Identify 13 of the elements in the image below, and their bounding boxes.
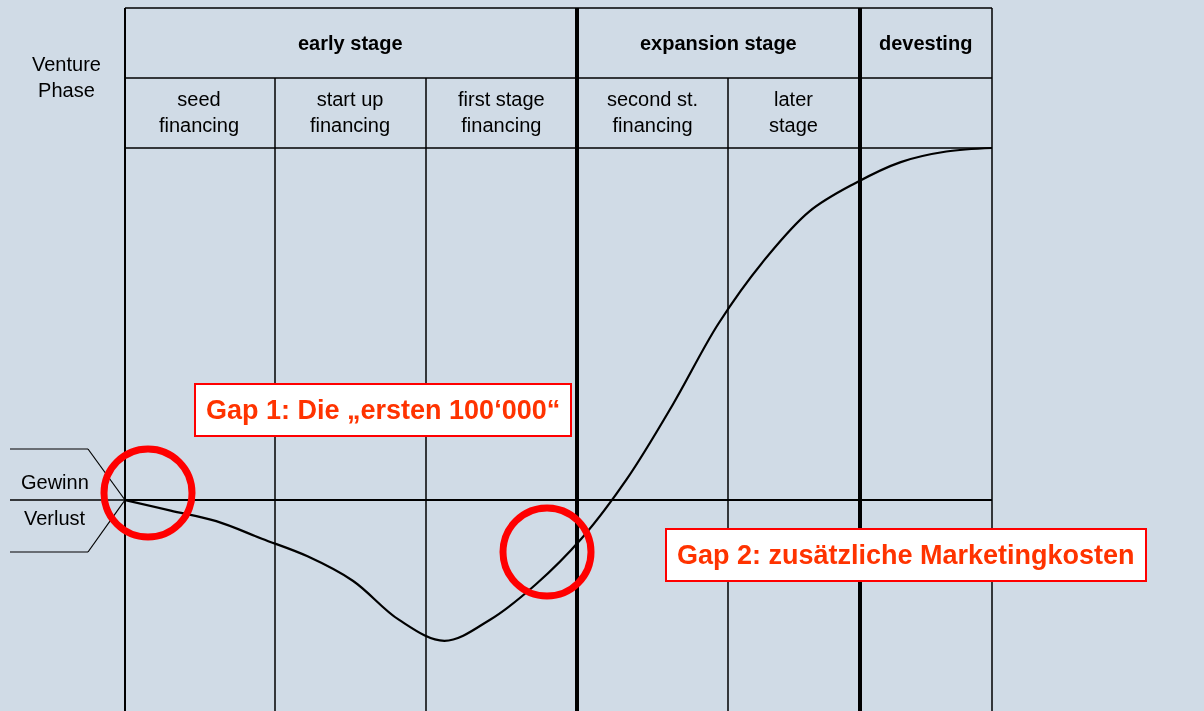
text: Venture Phase xyxy=(32,53,101,101)
text: seed financing xyxy=(159,88,240,136)
text: first stage financing xyxy=(458,88,545,136)
text: devesting xyxy=(879,32,973,54)
text: Gewinn xyxy=(21,471,89,493)
text: Verlust xyxy=(24,507,86,529)
annotation: Gap 2: zusätzliche Marketingkosten xyxy=(677,540,1135,570)
text: early stage xyxy=(298,32,403,54)
text: start up financing xyxy=(310,88,391,136)
text: expansion stage xyxy=(640,32,797,54)
text: second st. financing xyxy=(607,88,699,136)
text: later stage xyxy=(769,88,818,136)
annotation: Gap 1: Die „ersten 100‘000“ xyxy=(206,395,561,425)
